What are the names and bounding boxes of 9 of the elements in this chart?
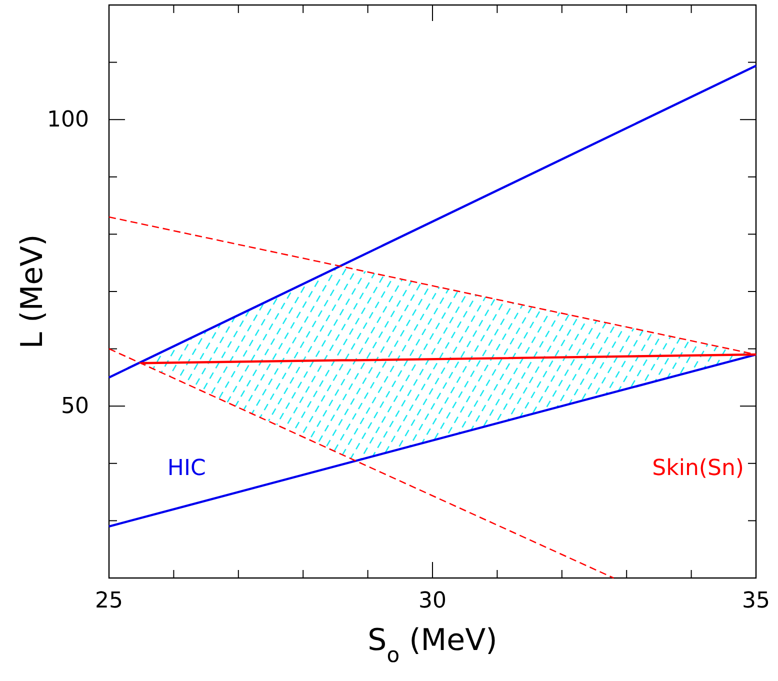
text: HIC	[167, 456, 206, 481]
x-tick-label: 30	[418, 588, 446, 614]
x-tick-label: 35	[742, 588, 770, 614]
y-axis-title: L (MeV)	[15, 234, 50, 349]
y-tick-label: 100	[47, 108, 89, 133]
y-tick-label: 50	[61, 394, 89, 420]
x-axis-title: S$_{o}$ (MeV)	[368, 623, 498, 667]
x-tick-label: 25	[95, 588, 123, 614]
text: Skin(Sn)	[652, 456, 744, 481]
